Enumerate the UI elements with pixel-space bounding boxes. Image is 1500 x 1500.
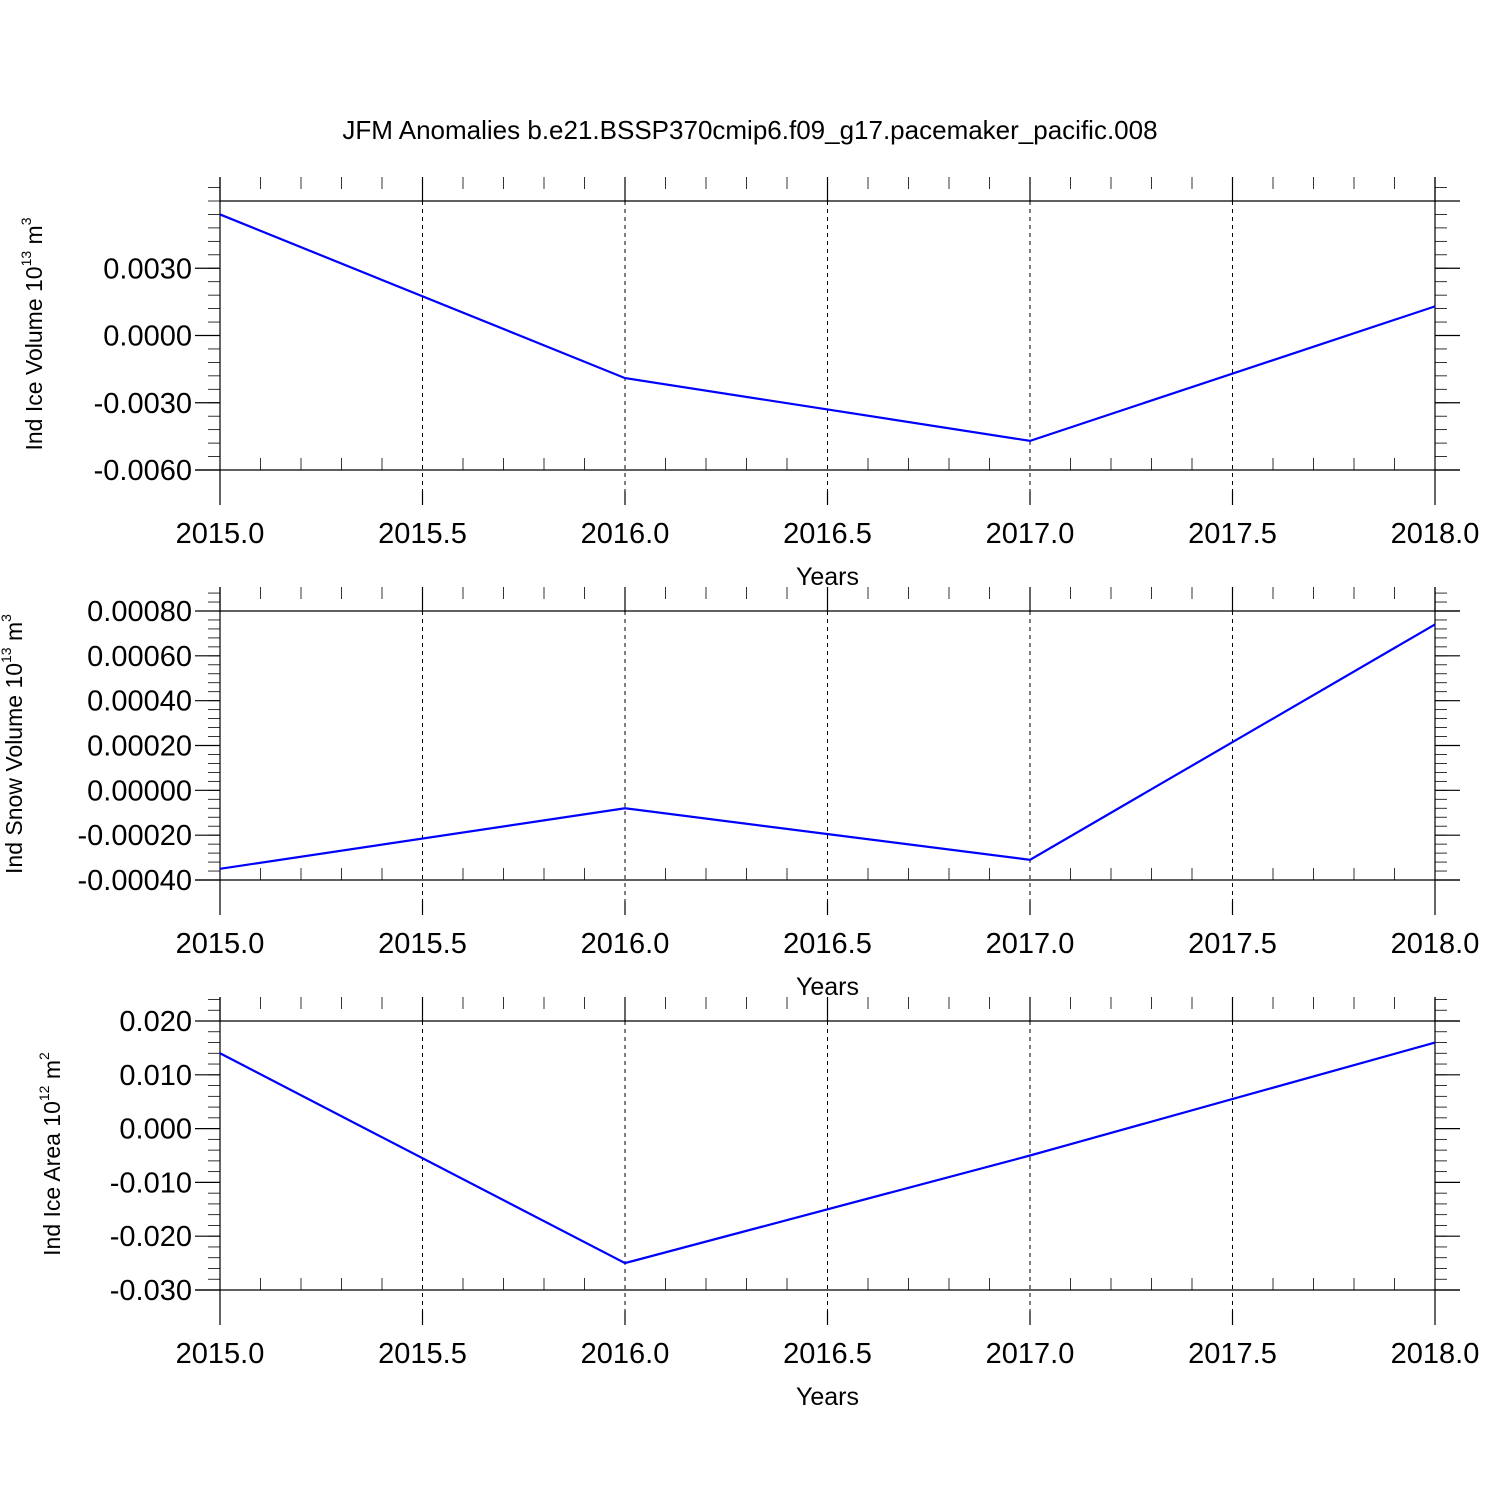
x-tick-label: 2018.0 (1391, 1338, 1480, 1370)
x-tick-label: 2017.5 (1188, 928, 1277, 960)
x-tick-label: 2015.0 (176, 518, 265, 550)
x-tick-label: 2016.5 (783, 1338, 872, 1370)
y-tick-label: 0.00020 (87, 731, 192, 763)
y-tick-label: 0.020 (119, 1006, 192, 1038)
y-axis-label: Ind Ice Volume 1013 m3 (18, 217, 47, 450)
x-tick-label: 2016.0 (581, 518, 670, 550)
x-tick-label: 2016.5 (783, 928, 872, 960)
y-axis-label: Ind Snow Volume 1013 m3 (0, 614, 27, 874)
series-line (219, 1041, 1436, 1265)
y-tick-label: 0.00040 (87, 686, 192, 718)
y-tick-label: -0.0060 (94, 455, 192, 487)
y-axis-label-superscript: 13 (18, 251, 34, 267)
y-axis-label-superscript: 3 (18, 217, 34, 225)
y-axis-label-superscript: 3 (0, 614, 14, 622)
y-tick-label: -0.00040 (78, 865, 193, 897)
x-tick-label: 2016.5 (783, 518, 872, 550)
x-tick-label: 2017.0 (986, 518, 1075, 550)
series-line (219, 213, 1436, 442)
y-tick-label: -0.030 (110, 1275, 192, 1307)
x-tick-label: 2015.5 (378, 518, 467, 550)
x-tick-label: 2016.0 (581, 1338, 670, 1370)
y-axis-label-superscript: 2 (36, 1052, 52, 1060)
y-axis-label-text: Ind Snow Volume 10 (1, 663, 27, 874)
y-tick-label: 0.00000 (87, 775, 192, 807)
x-tick-label: 2016.0 (581, 928, 670, 960)
x-tick-label: 2018.0 (1391, 928, 1480, 960)
y-axis-label-text: m (1, 622, 27, 648)
panel-3: -0.030 -0.020 -0.010 0.000 0.010 0.020 2015.0 2… (36, 997, 1479, 1411)
y-tick-label: 0.010 (119, 1060, 192, 1092)
y-axis-label-text: Ind Ice Volume 10 (21, 266, 47, 450)
y-tick-label: -0.010 (110, 1167, 192, 1199)
x-axis-label: Years (796, 973, 859, 1001)
y-axis-label-superscript: 12 (36, 1085, 52, 1101)
chart-title: JFM Anomalies b.e21.BSSP370cmip6.f09_g17… (342, 115, 1157, 145)
x-tick-label: 2018.0 (1391, 518, 1480, 550)
y-tick-label: 0.00080 (87, 596, 192, 628)
series-line (219, 623, 1436, 870)
panel-1: -0.0060 -0.0030 0.0000 0.0030 2015.0 2015.5 20… (18, 177, 1479, 591)
y-axis-label-text: m (39, 1060, 65, 1086)
y-tick-label: -0.0030 (94, 388, 192, 420)
x-tick-label: 2015.5 (378, 928, 467, 960)
y-tick-label: 0.00060 (87, 641, 192, 673)
y-tick-label: 0.000 (119, 1114, 192, 1146)
x-tick-label: 2017.0 (986, 928, 1075, 960)
y-tick-label: -0.00020 (78, 820, 193, 852)
x-tick-label: 2017.5 (1188, 518, 1277, 550)
y-axis-label: Ind Ice Area 1012 m2 (36, 1052, 65, 1256)
x-tick-label: 2017.5 (1188, 1338, 1277, 1370)
x-axis-label: Years (796, 563, 859, 591)
y-tick-label: -0.020 (110, 1221, 192, 1253)
y-tick-label: 0.0030 (103, 253, 192, 285)
x-tick-label: 2015.0 (176, 1338, 265, 1370)
y-axis-label-text: Ind Ice Area 10 (39, 1101, 65, 1256)
y-axis-label-text: m (21, 225, 47, 251)
x-tick-label: 2017.0 (986, 1338, 1075, 1370)
x-tick-label: 2015.5 (378, 1338, 467, 1370)
x-tick-label: 2015.0 (176, 928, 265, 960)
y-tick-label: 0.0000 (103, 321, 192, 353)
y-axis-label-superscript: 13 (0, 647, 14, 663)
x-axis-label: Years (796, 1383, 859, 1411)
panel-2: -0.00040 -0.00020 0.00000 0.00020 0.00040 0.0… (0, 587, 1479, 1001)
